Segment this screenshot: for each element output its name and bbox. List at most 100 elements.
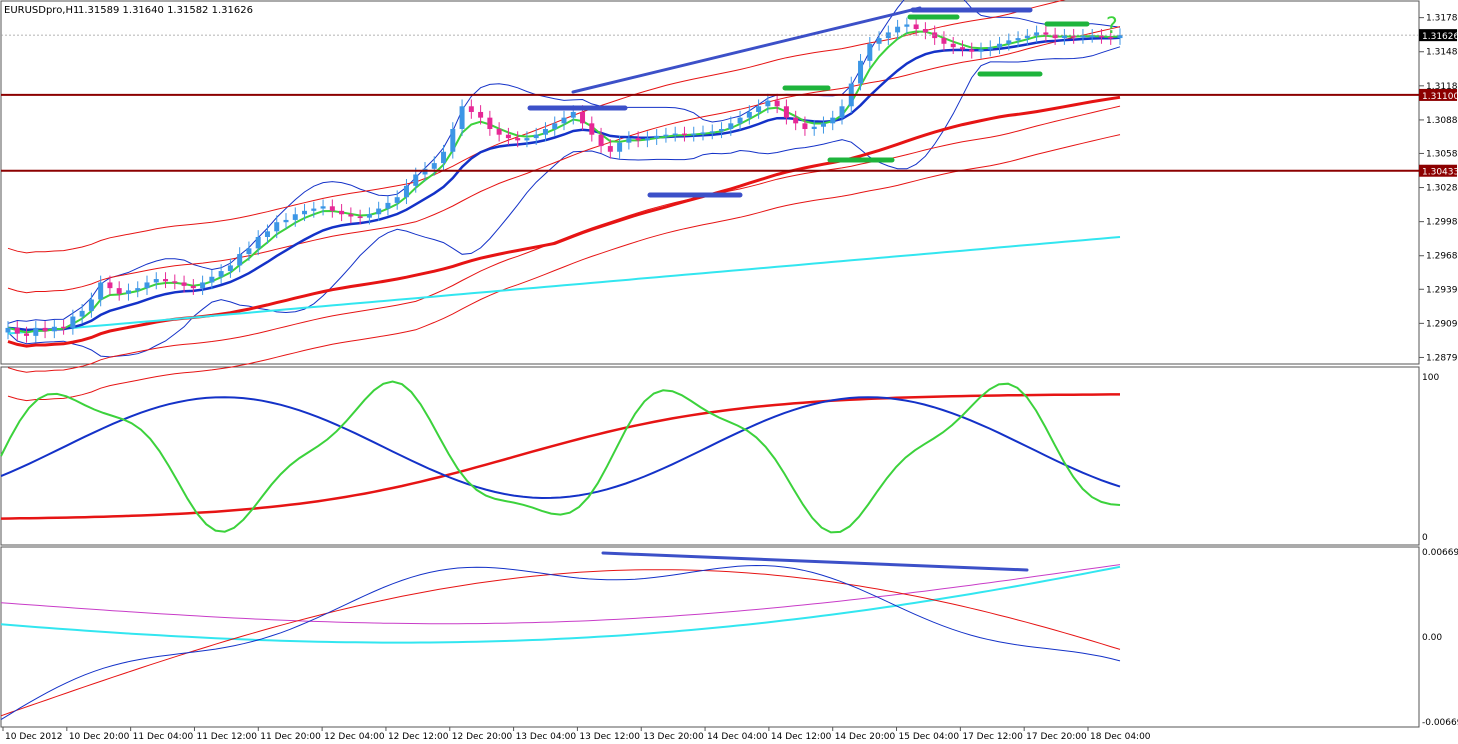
candle-body (515, 138, 521, 141)
candle-body (1015, 38, 1021, 41)
candle-body (459, 106, 465, 130)
candle-body (292, 214, 298, 220)
candle-body (756, 106, 762, 112)
oscillator-pane-frame (0, 546, 1420, 728)
candle-body (774, 100, 780, 107)
candle-body (376, 208, 382, 215)
annotations (527, 6, 1090, 572)
divergence-trendline (601, 551, 1029, 572)
candle-body (997, 43, 1003, 48)
candle-body (274, 222, 280, 232)
candle-body (505, 134, 511, 139)
candle-body (172, 281, 178, 283)
candle-body (227, 265, 233, 272)
candle-body (969, 49, 975, 52)
candle-body (264, 231, 270, 237)
candle-body (209, 276, 215, 283)
time-axis-label: 10 Dec 2012 (5, 732, 63, 742)
candle-body (107, 282, 113, 289)
price-axis-label: 1.28790 (1426, 353, 1458, 363)
price-axis-label: 1.31780 (1426, 14, 1458, 24)
oscillator-axis-label: 0.00669 (1422, 548, 1458, 558)
candle-body (1006, 40, 1012, 44)
candle-body (339, 210, 345, 215)
candle-body (283, 219, 289, 223)
stochastic-axis-label: 100 (1422, 373, 1439, 383)
candle-body (552, 123, 558, 130)
candles (5, 17, 1123, 343)
candle-body (329, 206, 335, 211)
candle-body (802, 123, 808, 130)
candle-body (190, 285, 196, 289)
candle-body (542, 129, 548, 135)
price-axis-label: 1.30880 (1426, 116, 1458, 126)
candle-body (765, 100, 771, 107)
candle-body (672, 133, 678, 136)
price-axis-label: 1.31480 (1426, 48, 1458, 58)
candle-body (987, 47, 993, 50)
red-envelope-line (7, 26, 1121, 294)
candle-body (200, 282, 206, 289)
oscillator-magenta-line (0, 564, 1121, 625)
time-axis-label: 10 Dec 20:00 (69, 732, 130, 742)
candle-body (237, 254, 243, 266)
candle-body (1061, 35, 1067, 39)
candle-body (811, 126, 817, 130)
time-axis-label: 12 Dec 20:00 (452, 732, 513, 742)
candle-body (135, 288, 141, 291)
price-axis-label: 1.29685 (1426, 252, 1458, 262)
time-axis-label: 12 Dec 12:00 (388, 732, 449, 742)
candle-body (51, 326, 57, 332)
question-mark-annotation: ? (1106, 14, 1118, 39)
price-pane-frame (0, 0, 1420, 365)
candle-body (385, 202, 391, 209)
price-axis-label: 1.29390 (1426, 285, 1458, 295)
candle-body (598, 134, 604, 147)
candle-body (746, 111, 752, 118)
price-levels: 1.31100 1.30433 1.31626 (1, 29, 1458, 178)
candle-body (719, 129, 725, 132)
candle-body (959, 47, 965, 50)
time-axis-label: 11 Dec 04:00 (133, 732, 194, 742)
price-level-label: 1.31100 (1422, 92, 1458, 102)
stochastic-pane-frame (0, 366, 1420, 546)
price-axis-label: 1.29985 (1426, 218, 1458, 228)
candle-body (450, 129, 456, 152)
candle-body (533, 134, 539, 139)
candle-body (644, 138, 650, 141)
time-axis-label: 14 Dec 20:00 (835, 732, 896, 742)
indicator-lines (0, 0, 1121, 721)
candle-body (311, 208, 317, 211)
time-axis-label: 13 Dec 04:00 (516, 732, 577, 742)
candle-body (394, 197, 400, 203)
time-axis-label: 18 Dec 04:00 (1090, 732, 1151, 742)
candle-body (357, 216, 363, 219)
candle-body (570, 111, 576, 118)
candle-body (5, 327, 11, 333)
candle-body (978, 49, 984, 52)
candle-body (783, 106, 789, 118)
time-axis-label: 14 Dec 04:00 (707, 732, 768, 742)
candle-body (61, 326, 67, 329)
candle-body (246, 248, 252, 255)
candle-body (913, 24, 919, 30)
candle-body (1024, 35, 1030, 39)
time-axis-label: 13 Dec 12:00 (579, 732, 640, 742)
candle-body (181, 282, 187, 286)
candle-body (654, 135, 660, 139)
price-level-tag (1419, 164, 1457, 177)
candle-body (793, 117, 799, 124)
candle-body (98, 282, 104, 300)
candle-body (635, 138, 641, 141)
candle-body (413, 174, 419, 186)
time-axis-label: 14 Dec 12:00 (771, 732, 832, 742)
candle-body (116, 288, 122, 294)
price-axis-label: 1.30585 (1426, 149, 1458, 159)
oscillator-axis-label: 0.00 (1422, 633, 1442, 643)
candle-body (895, 26, 901, 33)
candle-body (79, 310, 85, 317)
candle-body (839, 106, 845, 118)
candle-body (876, 38, 882, 44)
candle-body (561, 117, 567, 124)
